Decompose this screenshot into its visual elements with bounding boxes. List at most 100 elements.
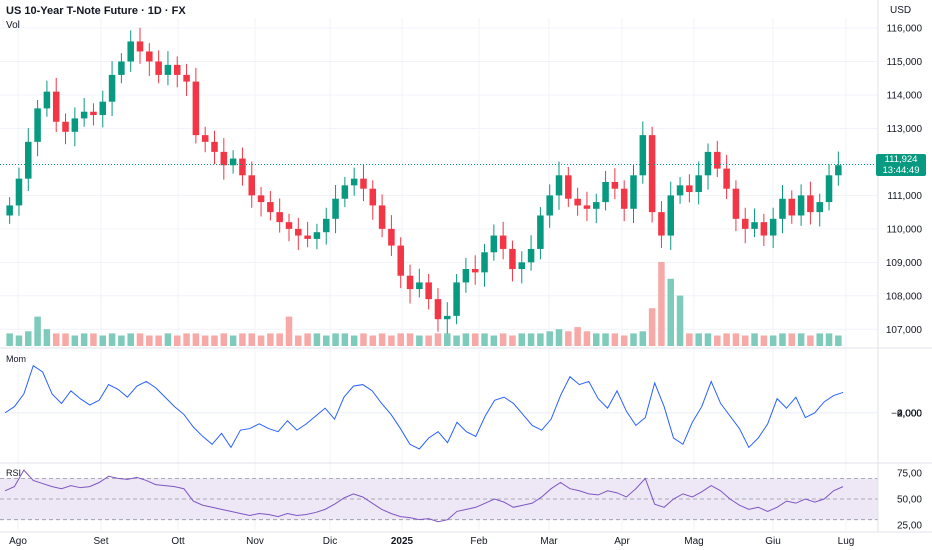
volume-bar [155, 335, 162, 346]
candle-body [537, 215, 544, 249]
candle-body [313, 232, 321, 239]
candle-body [211, 141, 218, 152]
volume-bar [471, 333, 479, 346]
mom-y-tick-label: 2,000 [897, 408, 922, 419]
volume-bar [211, 335, 218, 346]
volume-bar [99, 335, 107, 346]
x-tick-label: Dic [323, 536, 337, 547]
candle-body [239, 158, 246, 176]
candle-body [257, 195, 265, 203]
volume-bar [611, 333, 619, 346]
volume-bar [723, 333, 730, 346]
volume-bar [630, 333, 637, 346]
candle-body [509, 248, 516, 270]
candle-body [825, 175, 833, 203]
candle-body [378, 205, 386, 229]
volume-bar [229, 335, 237, 346]
candle-body [90, 111, 97, 116]
candle-body [527, 248, 535, 263]
volume-bar [825, 333, 833, 346]
candle-body [490, 235, 498, 253]
volume-bar [490, 335, 498, 346]
volume-bar [807, 335, 814, 346]
candle-body [267, 202, 274, 213]
candle-body [444, 315, 451, 320]
volume-bar [835, 335, 842, 346]
volume-bar [481, 333, 488, 346]
volume-bar [509, 335, 516, 346]
candle-body [676, 185, 684, 196]
volume-bar [732, 333, 740, 346]
volume-bar [546, 331, 553, 346]
volume-bar [639, 331, 647, 346]
x-tick-label: Giu [765, 536, 781, 547]
candle-body [751, 222, 758, 229]
candle-body [285, 222, 293, 229]
volume-bar [741, 335, 749, 346]
candle-body [816, 202, 823, 213]
volume-bar [565, 331, 572, 346]
candle-body [741, 218, 749, 229]
volume-bar [769, 335, 777, 346]
candle-body [322, 218, 330, 233]
volume-bar [6, 333, 13, 346]
candle-body [369, 188, 377, 206]
candle-body [471, 269, 479, 273]
momentum-line [4, 364, 844, 450]
x-tick-label: Mar [540, 536, 558, 547]
candle-body [499, 235, 507, 249]
candle-body [183, 74, 190, 82]
y-tick-label: 115,000 [887, 57, 923, 68]
volume-bar [555, 329, 563, 346]
candle-body [416, 282, 423, 290]
volume-bar [332, 333, 339, 346]
candle-body [146, 51, 153, 62]
candle-body [732, 188, 740, 219]
volume-bar [350, 335, 358, 346]
volume-bar [313, 333, 321, 346]
volume-bar [574, 327, 581, 346]
volume-bar [248, 333, 256, 346]
candle-body [71, 118, 79, 132]
candle-body [462, 269, 470, 283]
y-tick-label: 107,000 [886, 325, 923, 336]
volume-bar [34, 316, 41, 346]
volume-bar [136, 333, 144, 346]
volume-bar [164, 333, 172, 346]
x-tick-label: Apr [614, 536, 630, 547]
candle-body [555, 175, 563, 196]
volume-bar [397, 333, 404, 346]
candle-body [686, 185, 693, 193]
candle-body [127, 41, 134, 62]
volume-bar [369, 335, 377, 346]
candle-body [6, 205, 13, 216]
candle-body [350, 178, 358, 186]
y-tick-label: 116,000 [887, 24, 923, 35]
panel-separators [0, 0, 932, 533]
volume-bar [295, 335, 302, 346]
candle-body [611, 182, 619, 189]
volume-bar [304, 333, 311, 346]
candle-body [667, 195, 675, 236]
volume-bar [648, 308, 656, 346]
volume-bar [360, 333, 367, 346]
x-tick-label: Feb [470, 536, 488, 547]
x-tick-label: Set [93, 536, 108, 547]
rsi-label: RSI [6, 468, 22, 478]
volume-bar [537, 333, 544, 346]
last-price-badge: 111,924 13:44:49 [876, 154, 926, 176]
candle-body [797, 195, 805, 216]
volume-bar [592, 333, 600, 346]
bar-countdown: 13:44:49 [882, 165, 920, 176]
symbol-title[interactable]: US 10-Year T-Note Future · 1D · FX [6, 5, 186, 17]
candle-body [639, 135, 647, 176]
rsi-y-tick-label: 75,00 [897, 469, 922, 480]
volume-bar [173, 335, 181, 346]
candle-body [108, 74, 116, 102]
volume-bar [779, 333, 786, 346]
candle-body [565, 175, 572, 199]
x-tick-label: Nov [246, 536, 264, 547]
volume-bar [118, 335, 125, 346]
volume-bar [378, 333, 386, 346]
